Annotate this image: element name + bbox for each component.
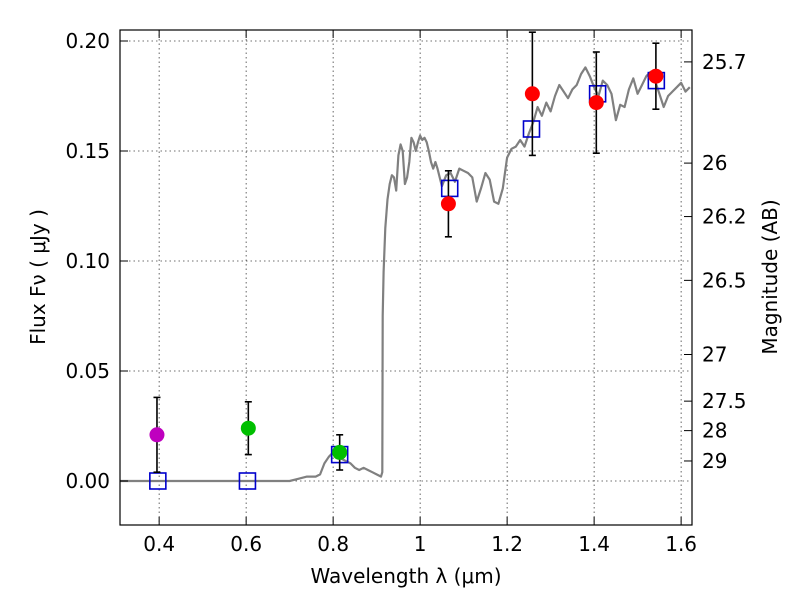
y2-tick-label-7: 29 xyxy=(702,449,727,473)
y2-tick-label-0: 25.7 xyxy=(702,50,747,74)
axes-frame xyxy=(119,29,693,526)
y-tick-label-1: 0.05 xyxy=(65,359,110,383)
y2-tick-label-6: 28 xyxy=(702,419,727,443)
axis-ticks: 0.4 0.6 0.8 1 1.2 1.4 1.6 0.00 0.05 0.10 0.15 0.20 2… xyxy=(65,29,746,556)
model-point-3 xyxy=(440,179,459,198)
observed-point-group-2 xyxy=(332,433,348,471)
observed-point-1 xyxy=(240,420,256,436)
observed-point-group-1 xyxy=(240,400,256,456)
model-point-1 xyxy=(238,472,257,490)
x-tick-label-0: 0.4 xyxy=(143,532,175,556)
observed-point-group-5 xyxy=(588,51,604,154)
x-tick-label-6: 1.6 xyxy=(665,532,697,556)
plot-area xyxy=(120,30,692,525)
y2-tick-label-4: 27 xyxy=(702,343,727,367)
y2-tick-label-2: 26.2 xyxy=(702,205,747,229)
x-tick-label-5: 1.4 xyxy=(578,532,610,556)
observed-point-group-0 xyxy=(149,396,165,474)
model-point-4 xyxy=(522,120,541,138)
y2-tick-label-3: 26.5 xyxy=(702,268,747,292)
observed-point-group-6 xyxy=(648,42,664,110)
observed-point-6 xyxy=(648,68,664,84)
observed-point-5 xyxy=(588,95,604,111)
y-tick-label-3: 0.15 xyxy=(65,139,110,163)
x-tick-label-2: 0.8 xyxy=(317,532,349,556)
y-tick-label-4: 0.20 xyxy=(65,29,110,53)
y2-tick-label-1: 26 xyxy=(702,151,727,175)
observed-point-2 xyxy=(332,444,348,460)
x-axis-label: Wavelength λ (μm) xyxy=(310,564,501,588)
y2-axis-label: Magnitude (AB) xyxy=(758,199,782,354)
y-tick-label-0: 0.00 xyxy=(65,469,110,493)
x-tick-label-3: 1 xyxy=(414,532,427,556)
x-tick-label-4: 1.2 xyxy=(491,532,523,556)
observed-point-group-4 xyxy=(524,31,540,157)
model-spectrum-line xyxy=(120,66,691,483)
observed-point-group-3 xyxy=(440,170,456,238)
y-tick-label-2: 0.10 xyxy=(65,249,110,273)
x-tick-label-1: 0.6 xyxy=(230,532,262,556)
y-axis-label: Flux Fν ( μJy ) xyxy=(26,209,50,345)
observed-point-4 xyxy=(524,86,540,102)
observed-point-3 xyxy=(440,196,456,212)
y2-tick-label-5: 27.5 xyxy=(702,389,747,413)
observed-point-0 xyxy=(149,427,165,443)
